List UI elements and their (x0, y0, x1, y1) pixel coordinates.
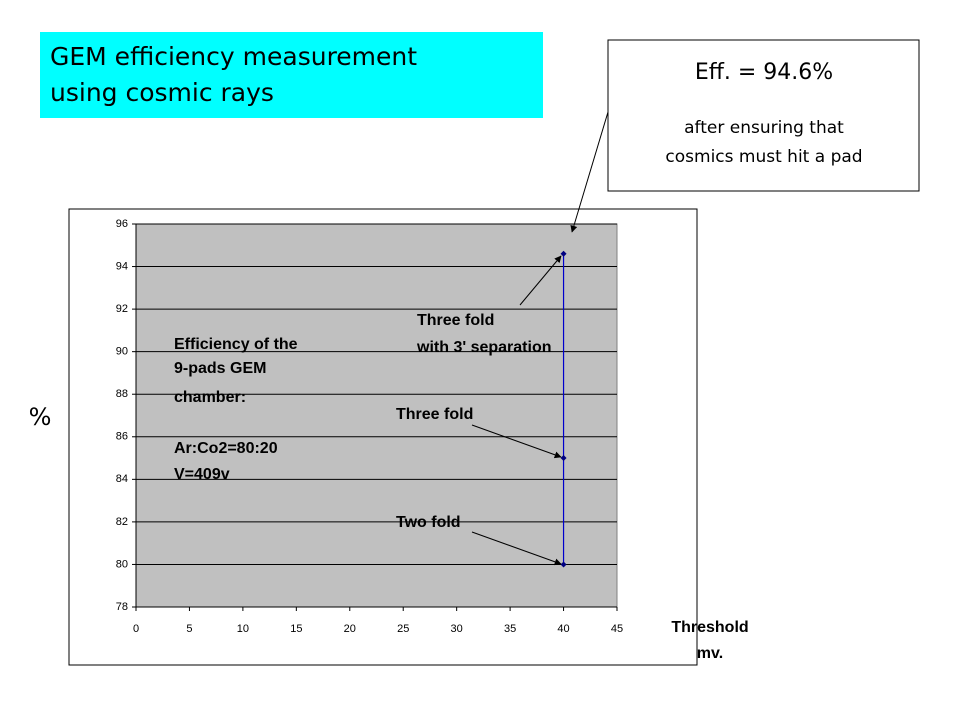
annotation: 9-pads GEM (174, 360, 266, 377)
plot-area (135, 223, 618, 608)
annotation: Ar:Co2=80:20 (174, 440, 278, 457)
title-line: GEM efficiency measurement (50, 42, 417, 71)
y-tick-label: 80 (116, 558, 128, 570)
y-tick-label: 82 (116, 516, 128, 528)
y-tick-label: 96 (116, 218, 128, 230)
title-box (40, 32, 543, 118)
x-tick-label: 45 (611, 623, 623, 635)
x-tick-label: 40 (557, 623, 569, 635)
y-tick-label: 94 (116, 260, 128, 272)
title-line: using cosmic rays (50, 78, 274, 107)
x-tick-label: 20 (344, 623, 356, 635)
point (560, 561, 567, 568)
y-tick-label: 90 (116, 346, 128, 358)
y-tick-label: 88 (116, 388, 128, 400)
y-tick-label: 78 (116, 601, 128, 613)
callout-line: Eff. = 94.6% (695, 60, 833, 85)
callout-arrow (570, 111, 609, 233)
x-tick-label: 0 (133, 623, 139, 635)
x-tick-label: 30 (451, 623, 463, 635)
point (560, 250, 567, 257)
arrow (519, 255, 562, 306)
x-tick-label: 35 (504, 623, 516, 635)
annotation: V=409v (174, 466, 230, 483)
arrow (471, 531, 562, 566)
arrow (471, 424, 562, 459)
callout-line: cosmics must hit a pad (665, 147, 862, 167)
annotation: Two fold (396, 514, 461, 531)
x-tick-label: 15 (290, 623, 302, 635)
x-tick-label: 25 (397, 623, 409, 635)
y-tick-label: 84 (116, 473, 128, 485)
x-axis-label: mv. (697, 645, 723, 662)
annotation: Three fold (396, 406, 473, 423)
y-tick-label: 92 (116, 303, 128, 315)
plot: 78 80 82 84 86 88 90 92 94 96 0 5 10 15 20 25 30 35 40 45 (116, 218, 623, 635)
annotation: chamber: (174, 389, 246, 406)
y-axis-label: % (29, 403, 52, 431)
annotation: with 3' separation (416, 339, 552, 356)
y-tick-label: 86 (116, 431, 128, 443)
callout-line: after ensuring that (684, 118, 844, 138)
x-tick-label: 5 (186, 623, 192, 635)
x-tick-label: 10 (237, 623, 249, 635)
x-axis-label: Threshold (671, 619, 748, 636)
point (560, 455, 567, 462)
annotation: Efficiency of the (174, 336, 298, 353)
annotation: Three fold (417, 312, 494, 329)
callout-box (607, 39, 920, 192)
